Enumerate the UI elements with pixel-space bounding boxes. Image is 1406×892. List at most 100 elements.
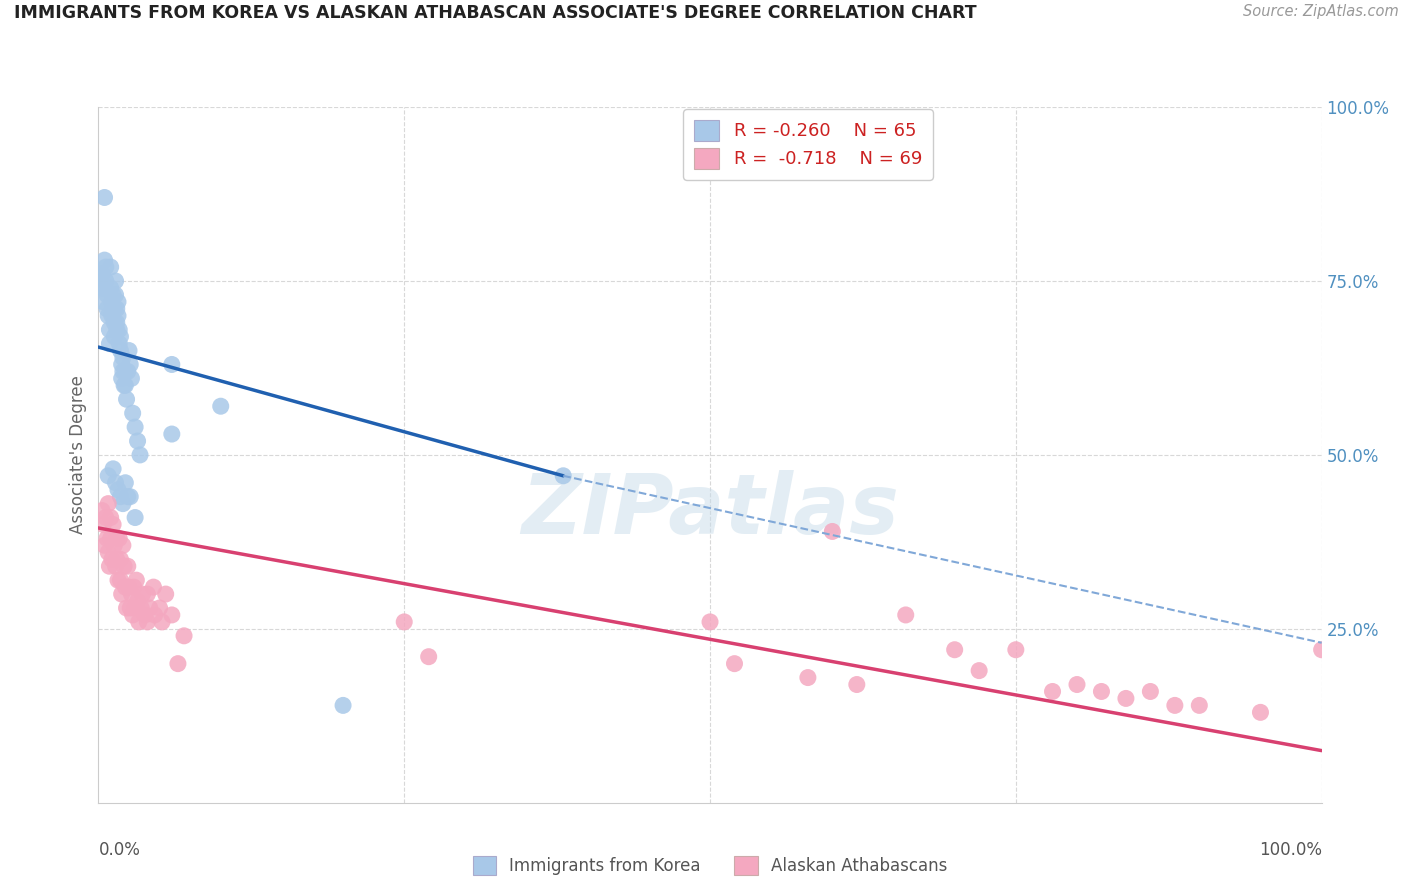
Point bbox=[101, 462, 124, 476]
Point bbox=[1004, 642, 1026, 657]
Point bbox=[332, 698, 354, 713]
Text: ZIPatlas: ZIPatlas bbox=[522, 470, 898, 551]
Point bbox=[107, 309, 129, 323]
Point bbox=[1310, 642, 1333, 657]
Point bbox=[124, 601, 146, 615]
Point bbox=[117, 490, 139, 504]
Point bbox=[101, 301, 124, 316]
Point bbox=[117, 364, 139, 378]
Point bbox=[105, 552, 128, 566]
Point bbox=[110, 343, 132, 358]
Point bbox=[115, 392, 138, 407]
Point bbox=[96, 532, 118, 546]
Point bbox=[96, 301, 118, 316]
Point bbox=[107, 573, 129, 587]
Point bbox=[103, 316, 125, 330]
Point bbox=[120, 601, 142, 615]
Point bbox=[104, 475, 127, 490]
Point bbox=[91, 294, 114, 309]
Point bbox=[97, 497, 120, 511]
Point bbox=[120, 587, 142, 601]
Point bbox=[117, 559, 139, 574]
Point bbox=[797, 671, 820, 685]
Point bbox=[1139, 684, 1161, 698]
Point bbox=[105, 323, 128, 337]
Point bbox=[120, 490, 142, 504]
Point bbox=[93, 538, 115, 552]
Point bbox=[1115, 691, 1137, 706]
Point bbox=[131, 587, 153, 601]
Text: IMMIGRANTS FROM KOREA VS ALASKAN ATHABASCAN ASSOCIATE'S DEGREE CORRELATION CHART: IMMIGRANTS FROM KOREA VS ALASKAN ATHABAS… bbox=[14, 4, 977, 22]
Point bbox=[209, 399, 232, 413]
Point bbox=[90, 267, 112, 281]
Point bbox=[112, 559, 135, 574]
Point bbox=[118, 580, 141, 594]
Point bbox=[91, 281, 114, 295]
Point bbox=[1042, 684, 1064, 698]
Point bbox=[127, 434, 149, 448]
Point bbox=[845, 677, 868, 691]
Point bbox=[124, 420, 146, 434]
Point bbox=[94, 510, 117, 524]
Point bbox=[821, 524, 844, 539]
Point bbox=[100, 510, 122, 524]
Point bbox=[120, 371, 142, 385]
Text: 100.0%: 100.0% bbox=[1258, 841, 1322, 859]
Point bbox=[143, 607, 166, 622]
Point bbox=[723, 657, 745, 671]
Point bbox=[97, 468, 120, 483]
Point bbox=[110, 552, 132, 566]
Point bbox=[149, 601, 172, 615]
Point bbox=[91, 517, 114, 532]
Point bbox=[100, 532, 122, 546]
Point bbox=[93, 190, 115, 204]
Point bbox=[94, 260, 117, 274]
Point bbox=[111, 371, 134, 385]
Point bbox=[108, 336, 131, 351]
Point bbox=[114, 580, 136, 594]
Point bbox=[173, 629, 195, 643]
Point bbox=[418, 649, 440, 664]
Point bbox=[894, 607, 917, 622]
Point bbox=[108, 323, 131, 337]
Point bbox=[114, 364, 136, 378]
Point bbox=[118, 343, 141, 358]
Point bbox=[98, 336, 121, 351]
Point bbox=[105, 301, 128, 316]
Point bbox=[160, 427, 183, 442]
Point bbox=[1066, 677, 1088, 691]
Point bbox=[108, 532, 131, 546]
Point bbox=[111, 358, 134, 372]
Point bbox=[1188, 698, 1211, 713]
Point bbox=[967, 664, 990, 678]
Point bbox=[136, 587, 159, 601]
Point bbox=[103, 329, 125, 343]
Text: 0.0%: 0.0% bbox=[98, 841, 141, 859]
Point bbox=[111, 587, 134, 601]
Point bbox=[111, 364, 134, 378]
Point bbox=[129, 601, 152, 615]
Point bbox=[167, 657, 190, 671]
Point bbox=[111, 497, 134, 511]
Point bbox=[112, 378, 135, 392]
Point bbox=[139, 601, 162, 615]
Point bbox=[128, 615, 150, 629]
Point bbox=[101, 552, 124, 566]
Point bbox=[101, 288, 124, 302]
Point bbox=[120, 358, 142, 372]
Point bbox=[105, 532, 128, 546]
Point bbox=[136, 615, 159, 629]
Point bbox=[125, 573, 148, 587]
Point bbox=[97, 545, 120, 559]
Point bbox=[104, 559, 127, 574]
Y-axis label: Associate's Degree: Associate's Degree bbox=[69, 376, 87, 534]
Point bbox=[110, 490, 132, 504]
Point bbox=[91, 267, 114, 281]
Point bbox=[104, 288, 127, 302]
Point bbox=[129, 448, 152, 462]
Point bbox=[160, 607, 183, 622]
Point bbox=[96, 288, 118, 302]
Point bbox=[91, 503, 114, 517]
Point bbox=[98, 323, 121, 337]
Point bbox=[110, 573, 132, 587]
